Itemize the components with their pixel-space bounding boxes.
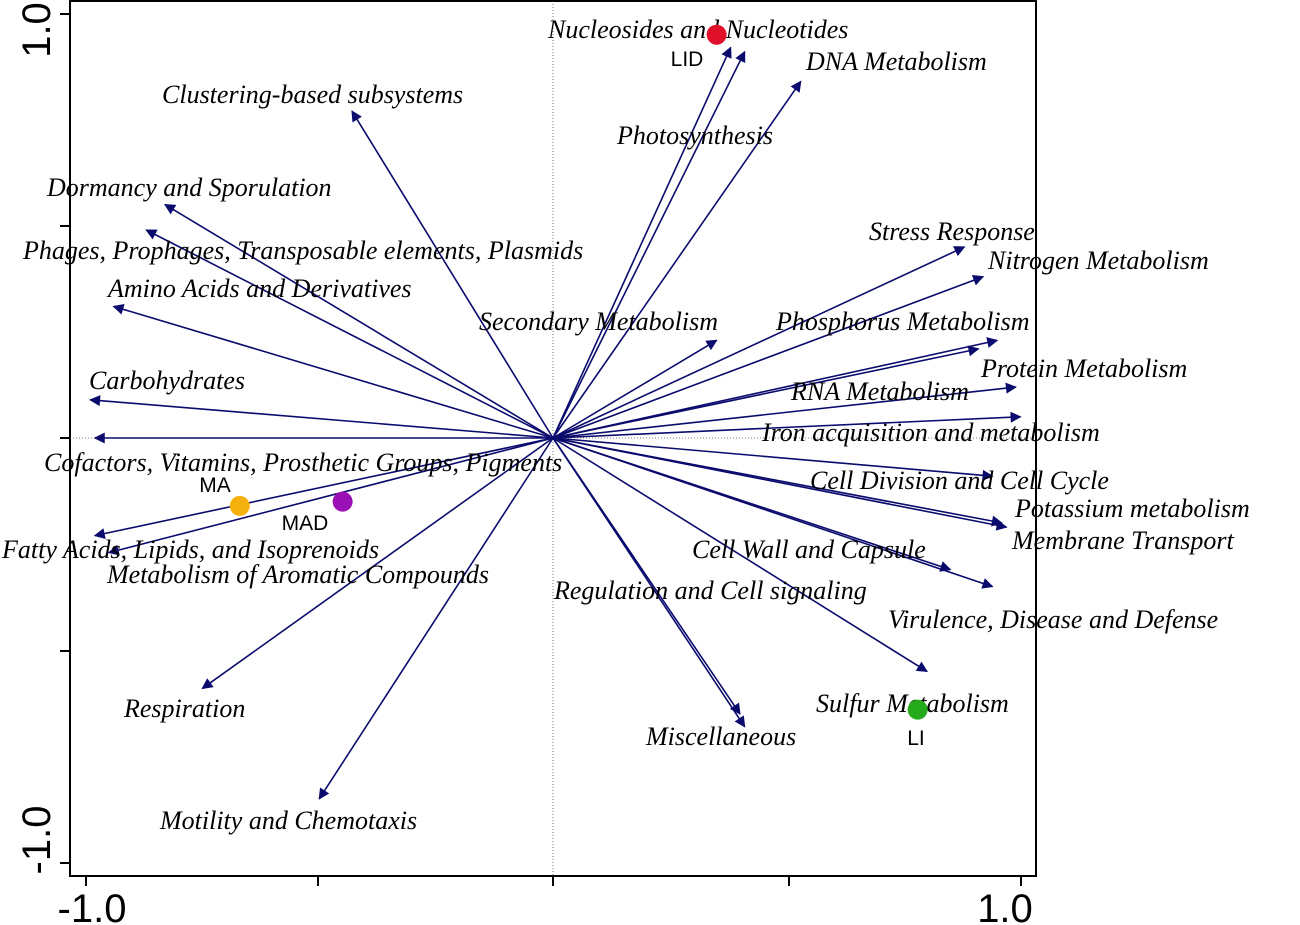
site-points: LID MA MAD LI (199, 24, 928, 750)
label-cofactors-vitamins-prosthetic-groups-pigments: Cofactors, Vitamins, Prosthetic Groups, … (44, 448, 562, 477)
arrow-virulence-disease-and-defense (552, 437, 994, 589)
site-point-ma (229, 495, 250, 516)
arrow-nitrogen-metabolism (552, 275, 985, 439)
arrow-membrane-transport (552, 437, 1008, 531)
arrow-secondary-metabolism (552, 339, 718, 439)
arrow-metabolism-of-aromatic-compounds (107, 437, 554, 556)
site-label-lid: LID (671, 48, 704, 71)
label-secondary-metabolism: Secondary Metabolism (479, 307, 718, 336)
arrow-stress-response (552, 246, 966, 439)
site-point-li (907, 699, 928, 720)
label-metabolism-of-aromatic-compounds: Metabolism of Aromatic Compounds (106, 560, 489, 589)
arrow-motility-and-chemotaxis (318, 437, 554, 800)
label-dormancy-and-sporulation: Dormancy and Sporulation (46, 173, 332, 202)
arrow-amino-acids-and-derivatives (112, 303, 554, 439)
arrow-miscellaneous (552, 437, 741, 715)
label-phosphorus-metabolism: Phosphorus Metabolism (775, 307, 1030, 336)
label-miscellaneous: Miscellaneous (645, 722, 796, 751)
label-virulence-disease-and-defense: Virulence, Disease and Defense (888, 605, 1218, 634)
label-membrane-transport: Membrane Transport (1011, 526, 1235, 555)
label-potassium-metabolism: Potassium metabolism (1014, 494, 1250, 523)
label-dna-metabolism: DNA Metabolism (805, 47, 987, 76)
loading-arrows (89, 46, 1022, 800)
y-tick-label-min: -1.0 (15, 806, 59, 875)
site-label-li: LI (907, 727, 925, 750)
arrow-iron-acquisition-and-metabolism (552, 411, 1022, 439)
arrow-rna-metabolism (552, 382, 1017, 439)
arrow-carbohydrates (89, 395, 554, 439)
y-tick-label-max: 1.0 (15, 2, 59, 58)
label-phages-prophages-transposable-elements-plasmids: Phages, Prophages, Transposable elements… (22, 236, 583, 265)
label-iron-acquisition-and-metabolism: Iron acquisition and metabolism (761, 418, 1100, 447)
label-motility-and-chemotaxis: Motility and Chemotaxis (159, 806, 417, 835)
label-fatty-acids-lipids-and-isoprenoids: Fatty Acids, Lipids, and Isoprenoids (1, 535, 379, 564)
arrow-phages-prophages-transposable-elements-plasmids (145, 229, 554, 439)
x-tick-label-max: 1.0 (977, 887, 1033, 925)
x-tick-label-min: -1.0 (58, 887, 127, 925)
arrow-dormancy-and-sporulation (164, 203, 554, 439)
label-nitrogen-metabolism: Nitrogen Metabolism (987, 246, 1209, 275)
arrow-clustering-based-subsystems (351, 110, 554, 439)
label-rna-metabolism: RNA Metabolism (790, 377, 969, 406)
axis-ticks (60, 13, 1022, 886)
arrow-fatty-acids-lipids-and-isoprenoids (93, 437, 554, 539)
label-protein-metabolism: Protein Metabolism (980, 354, 1187, 383)
label-carbohydrates: Carbohydrates (89, 366, 245, 395)
label-clustering-based-subsystems: Clustering-based subsystems (162, 80, 463, 109)
variable-labels: Nucleosides and Nucleotides Photosynthesi… (1, 15, 1250, 835)
label-respiration: Respiration (123, 694, 245, 723)
arrow-photosynthesis (552, 50, 746, 439)
label-stress-response: Stress Response (869, 217, 1035, 246)
arrow-protein-metabolism (552, 337, 999, 439)
label-nucleosides-and-nucleotides: Nucleosides and Nucleotides (547, 15, 848, 44)
arrow-dna-metabolism (552, 80, 802, 439)
label-cell-division-and-cell-cycle: Cell Division and Cell Cycle (810, 466, 1109, 495)
site-point-lid (706, 24, 727, 45)
label-amino-acids-and-derivatives: Amino Acids and Derivatives (106, 274, 412, 303)
site-label-mad: MAD (282, 512, 329, 535)
arrow-cell-division-and-cell-cycle (552, 437, 994, 481)
label-regulation-and-cell-signaling: Regulation and Cell signaling (553, 576, 867, 605)
label-cell-wall-and-capsule: Cell Wall and Capsule (692, 535, 926, 564)
arrow-nucleosides-and-nucleotides (552, 46, 732, 439)
arrow-regulation-and-cell-signaling (552, 437, 928, 673)
arrow-respiration (201, 437, 554, 690)
site-label-ma: MA (199, 474, 231, 497)
label-photosynthesis: Photosynthesis (616, 121, 773, 150)
site-point-mad (332, 491, 353, 512)
